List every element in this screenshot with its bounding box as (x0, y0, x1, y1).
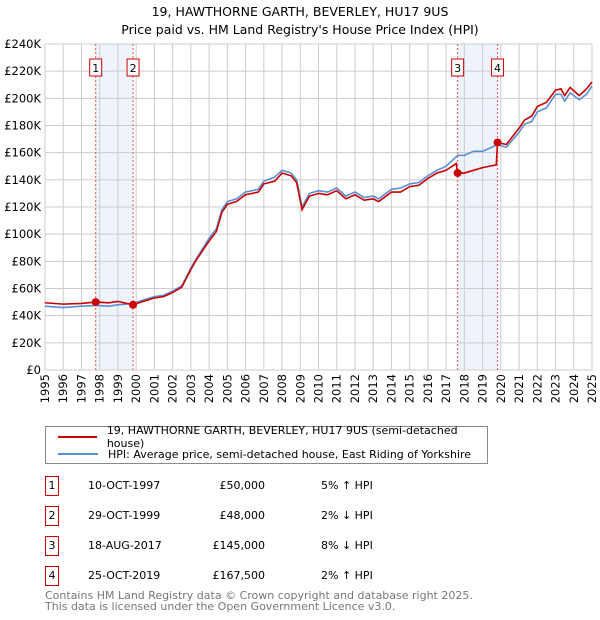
sale-hpi-diff: 2% ↑ HPI (321, 569, 373, 582)
x-tick-label: 2001 (147, 374, 161, 403)
x-tick-label: 1996 (56, 374, 70, 403)
sale-label: 2 (130, 62, 137, 75)
y-tick-label: £160K (4, 146, 41, 160)
x-tick-label: 2020 (494, 374, 508, 403)
sale-number: 1 (45, 476, 59, 496)
x-tick-label: 2012 (348, 374, 362, 403)
x-tick-label: 2021 (512, 374, 526, 403)
sale-label-box (451, 58, 465, 77)
sale-price: £48,000 (219, 509, 266, 522)
chart-title: 19, HAWTHORNE GARTH, BEVERLEY, HU17 9US (151, 4, 449, 19)
y-tick-label: £40K (12, 309, 42, 323)
sale-hpi-diff: 2% ↓ HPI (321, 509, 373, 522)
hpi-line (44, 85, 593, 309)
x-tick-label: 2000 (129, 374, 143, 403)
x-tick-label: 2018 (457, 374, 471, 403)
legend-swatch-blue (58, 453, 98, 455)
x-tick-label: 2013 (366, 374, 380, 403)
sale-point (91, 298, 100, 307)
sale-label-box (491, 58, 505, 77)
x-tick-label: 1995 (38, 374, 52, 403)
x-tick-label: 2007 (257, 374, 271, 403)
x-tick-label: 1999 (111, 374, 125, 403)
sale-price: £167,500 (212, 569, 266, 582)
footer-line2: This data is licensed under the Open Gov… (45, 600, 396, 613)
x-tick-label: 2002 (166, 374, 180, 403)
x-tick-label: 2019 (476, 374, 490, 403)
x-tick-label: 1997 (74, 374, 88, 403)
y-tick-label: £120K (4, 200, 41, 214)
sale-price: £50,000 (219, 479, 266, 492)
legend-label: 19, HAWTHORNE GARTH, BEVERLEY, HU17 9US … (106, 424, 458, 450)
legend-swatch-red (58, 436, 97, 438)
y-tick-label: £220K (4, 64, 41, 78)
y-tick-label: £140K (4, 173, 41, 187)
sale-label-box (126, 58, 140, 77)
x-tick-label: 2009 (293, 374, 307, 403)
x-tick-label: 2010 (312, 374, 326, 403)
sale-label: 3 (454, 62, 461, 75)
x-tick-label: 2005 (220, 374, 234, 403)
y-tick-label: £240K (4, 37, 41, 51)
sale-number: 3 (45, 536, 59, 556)
sale-price: £145,000 (212, 539, 266, 552)
sale-date: 29-OCT-1999 (88, 509, 161, 522)
legend: 19, HAWTHORNE GARTH, BEVERLEY, HU17 9US … (45, 424, 488, 464)
x-tick-label: 2011 (330, 374, 344, 403)
x-tick-label: 2025 (585, 374, 599, 403)
sale-date: 25-OCT-2019 (88, 569, 161, 582)
sale-label: 4 (494, 62, 501, 75)
sale-label-box (89, 58, 103, 77)
y-tick-label: £0 (26, 363, 41, 377)
chart-subtitle: Price paid vs. HM Land Registry's House … (121, 22, 479, 37)
x-tick-label: 1998 (93, 374, 107, 403)
x-tick-label: 2023 (549, 374, 563, 403)
y-tick-label: £20K (12, 336, 42, 350)
x-tick-label: 2015 (403, 374, 417, 403)
x-tick-label: 2014 (384, 374, 398, 403)
x-tick-label: 2004 (202, 374, 216, 403)
sale-point (129, 300, 138, 309)
sale-point (493, 138, 502, 147)
x-tick-label: 2024 (567, 374, 581, 403)
x-tick-label: 2008 (275, 374, 289, 403)
sale-point (453, 169, 462, 178)
x-tick-label: 2022 (530, 374, 544, 403)
y-tick-label: £200K (4, 91, 41, 105)
x-tick-label: 2017 (439, 374, 453, 403)
y-tick-label: £100K (4, 227, 41, 241)
price-chart: £0 £20K £40K £60K £80K £100K £120K £140K £160K £1… (4, 37, 599, 403)
sale-date: 18-AUG-2017 (88, 539, 162, 552)
sale-hpi-diff: 8% ↓ HPI (321, 539, 373, 552)
x-tick-label: 2016 (421, 374, 435, 403)
y-tick-label: £60K (12, 282, 42, 296)
x-tick-label: 2003 (184, 374, 198, 403)
price-paid-line (44, 81, 593, 306)
sale-number: 2 (45, 506, 59, 526)
legend-item-property: 19, HAWTHORNE GARTH, BEVERLEY, HU17 9US … (58, 424, 487, 450)
y-tick-label: £180K (4, 119, 41, 133)
sale-number: 4 (45, 566, 59, 586)
legend-label: HPI: Average price, semi-detached house,… (108, 447, 472, 461)
legend-item-hpi: HPI: Average price, semi-detached house,… (58, 445, 471, 463)
sale-hpi-diff: 5% ↑ HPI (321, 479, 373, 492)
sale-date: 10-OCT-1997 (88, 479, 161, 492)
sale-label: 1 (92, 62, 99, 75)
footer-line1: Contains HM Land Registry data © Crown c… (45, 589, 473, 602)
y-tick-label: £80K (12, 254, 42, 268)
x-tick-label: 2006 (239, 374, 253, 403)
